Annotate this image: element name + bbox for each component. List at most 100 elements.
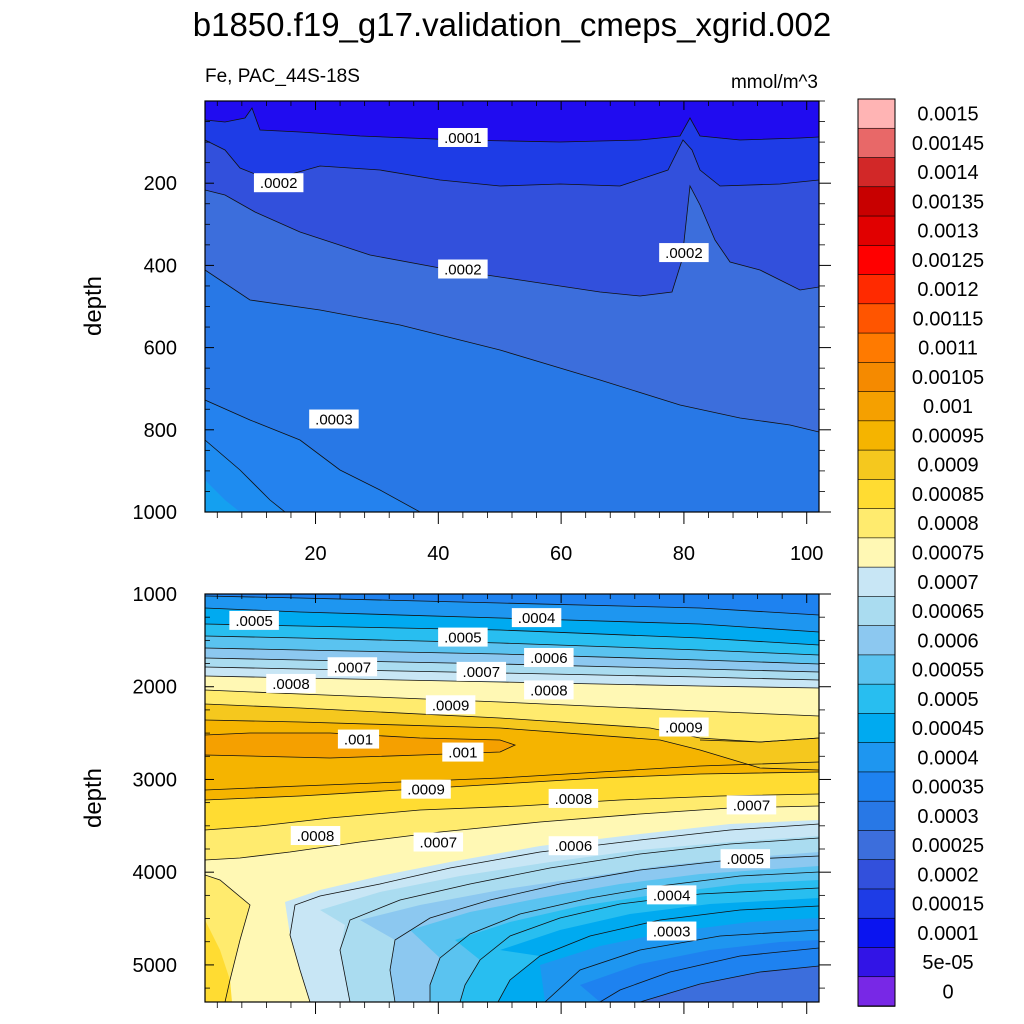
colorbar-label: 0.00105 — [912, 367, 984, 389]
upper-y-axis-title: depth — [80, 276, 107, 336]
y-tick-label: 3000 — [133, 769, 178, 791]
contour-label: .0007 — [327, 657, 378, 677]
colorbar-swatch — [857, 742, 896, 773]
contour-label: .0007 — [413, 832, 464, 852]
colorbar-swatch — [857, 244, 896, 276]
lower-y-axis-title: depth — [80, 768, 107, 828]
colorbar-label: 0.0005 — [917, 689, 978, 711]
colorbar-swatch — [857, 215, 896, 247]
isoline-b-bot — [205, 607, 819, 633]
colorbar-frame — [857, 98, 896, 1007]
isoline-z-bot — [205, 874, 251, 1002]
colorbar-label: 0.0009 — [917, 455, 978, 477]
y-tick-label: 4000 — [133, 862, 178, 884]
contour-label-text: .0007 — [334, 659, 372, 676]
variable-label: Fe, PAC_44S-18S — [205, 66, 360, 87]
colorbar-swatch — [857, 479, 896, 510]
x-tick-label: 20 — [304, 543, 326, 565]
colorbar-swatch — [857, 127, 896, 159]
colorbar-swatch — [857, 98, 896, 130]
contour-label-text: .0004 — [653, 887, 691, 904]
contour-label-box — [646, 885, 697, 905]
y-tick-label: 400 — [144, 255, 177, 277]
contour-label-box — [438, 127, 488, 147]
bot-band-shallow-0005 — [205, 636, 819, 664]
isoline-p-bot — [205, 805, 819, 861]
contour-label: .0005 — [229, 610, 279, 630]
contour-label-text: .0008 — [297, 828, 335, 845]
contour-label-box — [548, 836, 599, 856]
y-tick-label: 1000 — [133, 584, 178, 606]
contour-label-box — [253, 173, 304, 193]
contour-label-box — [327, 657, 378, 677]
y-tick-label: 5000 — [133, 955, 178, 977]
contour-label-box — [659, 717, 709, 737]
units-label: mmol/m^3 — [731, 72, 818, 93]
colorbar-swatch — [857, 888, 896, 920]
isoline-s-bot — [389, 855, 819, 1002]
contour-label: .0004 — [511, 608, 562, 628]
isoline-d-bot — [205, 635, 819, 656]
colorbar-label: 0.00055 — [912, 660, 984, 682]
contour-label-text: .0002 — [260, 175, 298, 192]
upper-contour-fills — [205, 101, 819, 512]
colorbar-label: 0.0006 — [917, 630, 978, 652]
contour-label-box — [442, 742, 484, 762]
contour-label: .001 — [442, 742, 484, 762]
colorbar-swatch — [857, 947, 896, 978]
isoline-w-bot — [544, 929, 819, 1002]
contour-label: .0007 — [456, 661, 507, 681]
isoline-q-bot — [289, 823, 819, 1002]
contour-label-box — [425, 695, 476, 715]
contour-label-box — [290, 826, 341, 846]
contour-label-text: .0006 — [555, 838, 593, 855]
bot-band-0007-lower — [205, 806, 819, 1002]
colorbar-label: 0.00075 — [912, 543, 984, 565]
contour-label-box — [413, 832, 464, 852]
bot-band-shallow-00055 — [205, 648, 819, 672]
contour-label-box — [266, 673, 316, 693]
isoline-e-bot — [205, 647, 819, 665]
isoline-00035-up — [205, 439, 286, 512]
colorbar-swatch — [857, 683, 896, 715]
upper-ticks: 200 400 600 800 1000 20 40 60 80 100 — [133, 100, 831, 565]
colorbar-swatch — [857, 391, 896, 422]
contour-label: .001 — [337, 729, 380, 749]
contour-label-text: .0003 — [315, 412, 353, 429]
isoline-y-bot — [639, 965, 819, 1002]
colorbar-swatch — [857, 859, 896, 890]
contour-label: .0002 — [659, 243, 709, 263]
colorbar-swatch — [857, 449, 896, 481]
bot-band-shallow-00045 — [205, 624, 819, 655]
contour-label-text: .0007 — [420, 835, 458, 852]
isoline-m-bot — [205, 761, 819, 791]
band-fill-00035-up — [205, 440, 285, 512]
colorbar-swatch — [857, 830, 896, 861]
colorbar-swatch — [857, 274, 896, 305]
colorbar-label: 0.0003 — [917, 806, 978, 828]
colorbar-label: 0.0015 — [917, 104, 978, 126]
contour-label-box — [337, 729, 380, 749]
colorbar-swatch — [857, 186, 896, 217]
colorbar-swatch — [857, 332, 896, 364]
colorbar-label: 0.0012 — [917, 279, 978, 301]
bot-band-00025-lower — [640, 966, 819, 1002]
contour-label-text: .0008 — [272, 676, 310, 693]
colorbar-label: 0.0013 — [917, 221, 978, 243]
contour-label: .0008 — [266, 673, 316, 693]
colorbar-label: 0.0014 — [917, 162, 978, 184]
colorbar-swatch — [857, 420, 896, 451]
contour-label-box — [659, 243, 709, 263]
colorbar-label: 0.00015 — [912, 894, 984, 916]
colorbar-swatch — [857, 800, 896, 832]
isoline-a-bot — [205, 595, 819, 616]
colorbar-label: 0.001 — [923, 396, 973, 418]
x-tick-label: 100 — [790, 543, 823, 565]
contour-label-text: .0002 — [444, 262, 482, 279]
y-tick-label: 200 — [144, 173, 177, 195]
y-tick-label: 600 — [144, 338, 177, 360]
contour-label-text: .0003 — [653, 924, 691, 941]
colorbar-swatch — [857, 654, 896, 685]
contour-label: .0001 — [438, 127, 488, 147]
